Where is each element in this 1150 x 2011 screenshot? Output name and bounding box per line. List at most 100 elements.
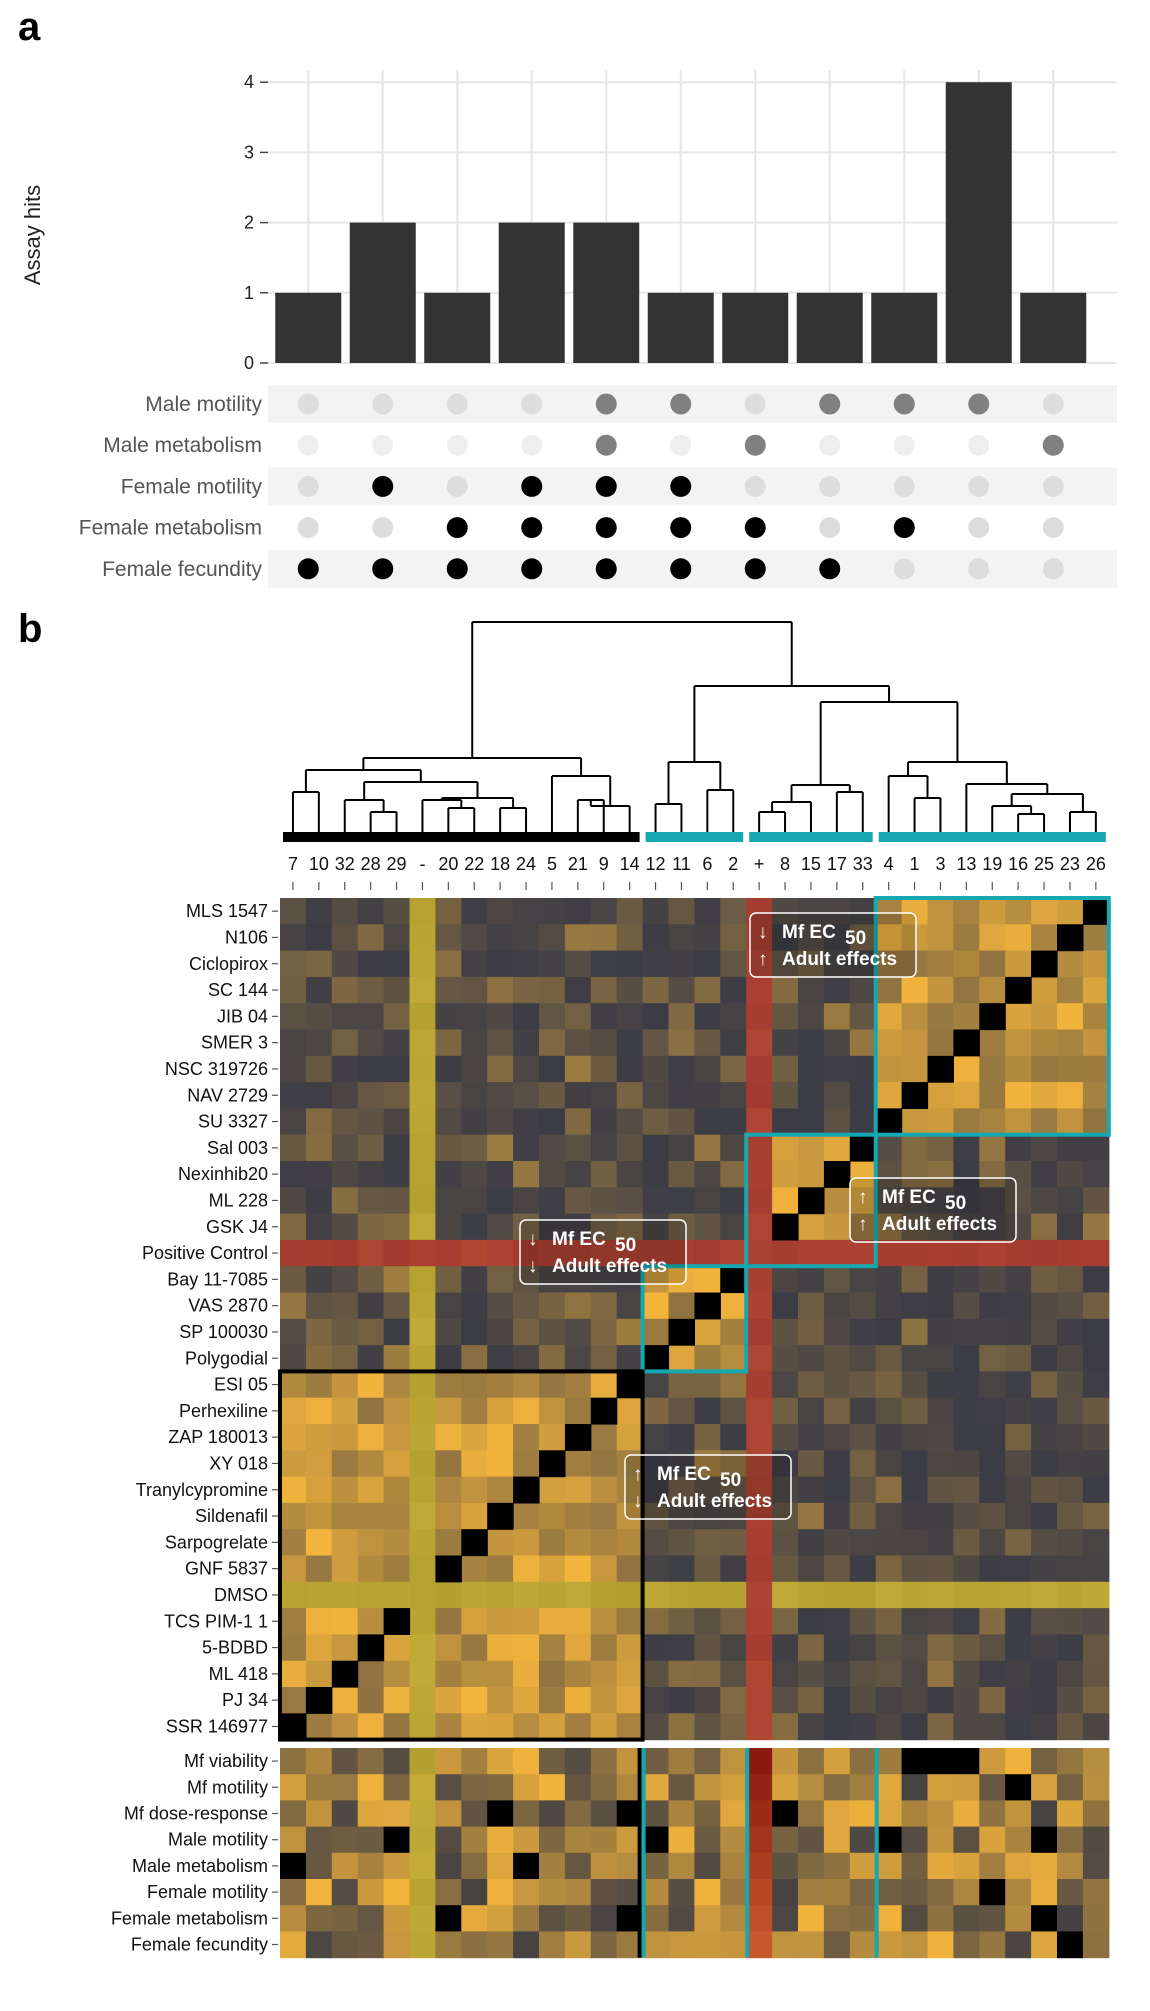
heatmap-cell: [849, 1660, 877, 1688]
set-dot-off: [968, 558, 990, 580]
heatmap-cell: [823, 1397, 851, 1425]
set-dot-off: [968, 475, 990, 497]
assay-cell: [875, 1905, 903, 1932]
heatmap-cell: [979, 1318, 1006, 1346]
heatmap-cell: [746, 1371, 773, 1399]
assay-cell: [1005, 1852, 1032, 1880]
heatmap-cell: [746, 1529, 773, 1557]
heatmap-cell: [720, 1555, 747, 1583]
heatmap-cell: [435, 1424, 462, 1451]
heatmap-cell: [849, 1082, 877, 1109]
heatmap-diagonal-cell: [280, 1713, 307, 1741]
assay-cell: [590, 1748, 618, 1775]
assay-cell: [927, 1826, 954, 1854]
heatmap-cell: [823, 898, 851, 925]
heatmap-cell: [746, 1003, 773, 1031]
assay-cell: [746, 1800, 773, 1828]
heatmap-cell: [487, 1450, 514, 1478]
heatmap-cell: [564, 1371, 592, 1399]
heatmap-cell: [694, 1660, 721, 1688]
heatmap-cell: [1082, 1476, 1110, 1504]
heatmap-cell: [435, 1634, 462, 1662]
set-dot-on: [744, 517, 766, 539]
set-dot-off: [521, 393, 543, 415]
heatmap-row-label: Sildenafil: [195, 1506, 268, 1526]
heatmap-cell: [280, 1450, 307, 1478]
heatmap-cell: [979, 1608, 1006, 1635]
heatmap-cell: [409, 1608, 436, 1635]
heatmap-cell: [668, 1581, 695, 1609]
heatmap-cell: [694, 1003, 721, 1031]
heatmap-cell: [590, 1713, 618, 1741]
heatmap-cell: [513, 1055, 540, 1083]
heatmap-cell: [409, 1713, 436, 1741]
heatmap-cell: [1082, 1213, 1110, 1241]
heatmap-col-label: 24: [516, 854, 536, 874]
heatmap-cell: [383, 1529, 411, 1557]
heatmap-cell: [979, 1213, 1006, 1241]
assay-cell: [823, 1774, 851, 1801]
set-label: Male motility: [145, 393, 262, 416]
heatmap-cell: [435, 1502, 462, 1530]
heatmap-cell: [1082, 1108, 1110, 1136]
assay-cell: [694, 1748, 721, 1775]
heatmap-cell: [564, 1634, 592, 1662]
heatmap-cell: [798, 950, 825, 978]
heatmap-row-label: ML 418: [209, 1664, 268, 1684]
assay-cell: [1082, 1748, 1110, 1775]
heatmap-cell: [746, 1187, 773, 1215]
assay-cell: [305, 1905, 333, 1932]
heatmap-cell: [772, 1134, 799, 1162]
heatmap-cell: [357, 950, 385, 978]
heatmap-cell: [694, 924, 721, 952]
bar: [647, 292, 714, 363]
heatmap-cell: [1005, 1687, 1032, 1714]
heatmap-cell: [1082, 1397, 1110, 1425]
heatmap-cell: [590, 1687, 618, 1714]
heatmap-cell: [409, 1187, 436, 1215]
heatmap-cell: [694, 1608, 721, 1635]
heatmap-cell: [1005, 1476, 1032, 1504]
heatmap-cell: [357, 1161, 385, 1188]
heatmap-col-label: 25: [1034, 854, 1054, 874]
heatmap-col-label: 21: [568, 854, 588, 874]
heatmap-cell: [487, 1108, 514, 1136]
heatmap-cell: [1082, 1555, 1110, 1583]
heatmap-cell: [979, 1134, 1006, 1162]
heatmap-cell: [1082, 1187, 1110, 1215]
heatmap-col-label: 26: [1086, 854, 1106, 874]
heatmap-cell: [694, 1239, 721, 1267]
assay-cell: [461, 1852, 488, 1880]
heatmap-cell: [435, 1082, 462, 1109]
assay-cell: [305, 1748, 333, 1775]
heatmap-col-label: 22: [464, 854, 484, 874]
heatmap-cell: [305, 1424, 333, 1451]
heatmap-cell: [383, 1161, 411, 1188]
heatmap-cell: [668, 1397, 695, 1425]
assay-cell: [435, 1826, 462, 1854]
heatmap-cell: [435, 1660, 462, 1688]
cluster-color-bar: [878, 832, 1106, 842]
heatmap-cell: [746, 1581, 773, 1609]
heatmap-cell: [979, 1266, 1006, 1294]
assay-cell: [849, 1931, 877, 1959]
heatmap-cell: [953, 1660, 980, 1688]
assay-cell: [875, 1800, 903, 1828]
heatmap-cell: [953, 1003, 980, 1031]
heatmap-cell: [927, 1502, 954, 1530]
assay-cell: [668, 1905, 695, 1932]
assay-cell: [357, 1931, 385, 1959]
heatmap-cell: [798, 1082, 825, 1109]
heatmap-cell: [772, 1187, 799, 1215]
heatmap-cell: [564, 1581, 592, 1609]
assay-cell: [487, 1931, 514, 1959]
heatmap-cell: [642, 1502, 670, 1530]
assay-cell: [979, 1774, 1006, 1801]
heatmap-cell: [849, 1003, 877, 1031]
heatmap-cell: [590, 1634, 618, 1662]
heatmap-cell: [823, 1213, 851, 1241]
heatmap-cell: [1031, 1529, 1058, 1557]
set-dot-off: [1042, 558, 1064, 580]
heatmap-cell: [513, 1555, 540, 1583]
heatmap-cell: [357, 1687, 385, 1714]
